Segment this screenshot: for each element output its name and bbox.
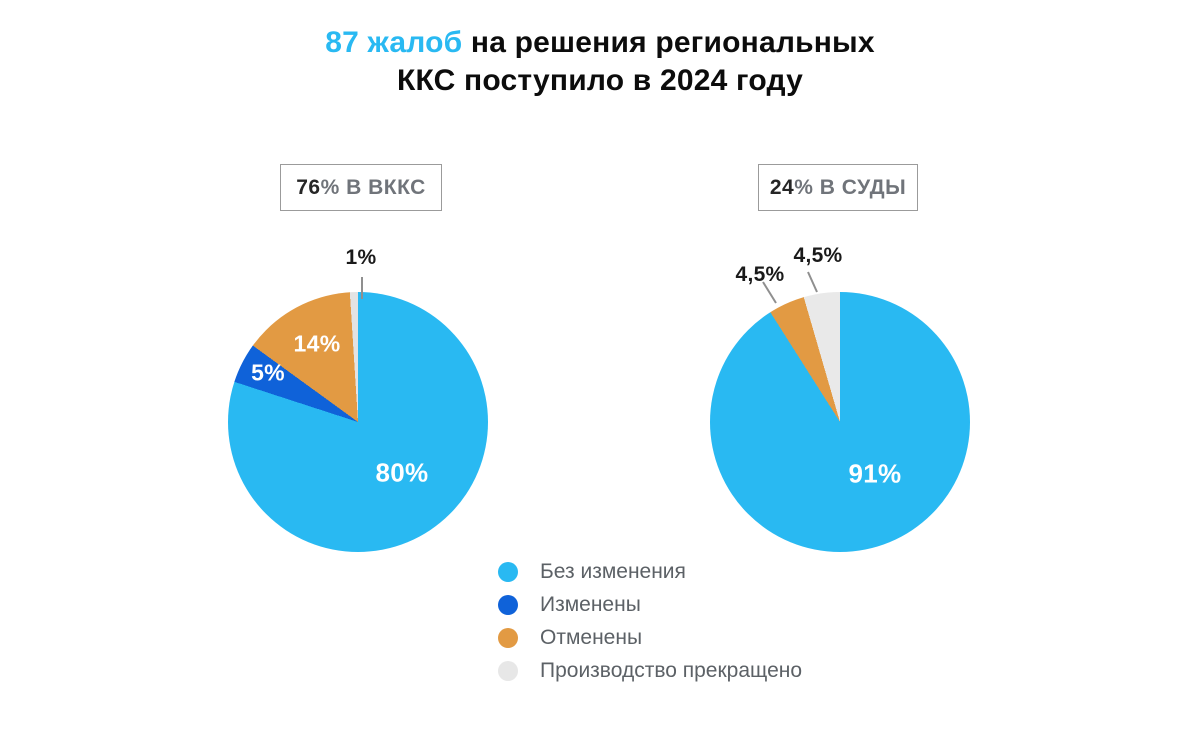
legend-item-cancelled: Отменены bbox=[498, 626, 802, 649]
legend-dot-cancelled-icon bbox=[498, 628, 518, 648]
legend-label-terminated: Производство прекращено bbox=[540, 659, 803, 682]
slice-label-sudy-91: 91% bbox=[848, 458, 902, 489]
legend-item-unchanged: Без изменения bbox=[498, 560, 802, 583]
legend-item-changed: Изменены bbox=[498, 593, 802, 616]
page-title-line2: ККС поступило в 2024 году bbox=[397, 64, 803, 97]
legend-item-terminated: Производство прекращено bbox=[498, 659, 803, 682]
legend-dot-changed-icon bbox=[498, 595, 518, 615]
group-badge-vkks-rest: % В ВККС bbox=[320, 175, 426, 199]
legend-dot-terminated-icon bbox=[498, 661, 518, 681]
slice-label-vkks-1: 1% bbox=[345, 246, 377, 269]
page-title-line1-rest: на решения региональных bbox=[462, 26, 875, 59]
page-title-line1: 87 жалоб на решения региональных bbox=[0, 24, 1200, 62]
pie-chart-vkks: 80% 5% 14% 1% bbox=[228, 246, 488, 552]
slice-label-vkks-14: 14% bbox=[293, 330, 341, 357]
group-badge-sudy-number: 24 bbox=[769, 175, 795, 199]
group-badge-vkks: 76% В ВККС bbox=[280, 164, 442, 211]
pie-chart-sudy: 91% 4,5% 4,5% bbox=[710, 244, 970, 552]
group-badge-sudy-rest: % В СУДЫ bbox=[794, 175, 907, 199]
legend-label-unchanged: Без изменения bbox=[540, 560, 686, 583]
slice-label-sudy-45-cancelled: 4,5% bbox=[735, 263, 785, 286]
legend-dot-unchanged-icon bbox=[498, 562, 518, 582]
legend-label-cancelled: Отменены bbox=[540, 626, 643, 649]
page-title-highlight: 87 жалоб bbox=[325, 26, 463, 59]
pie-sudy-circle bbox=[710, 292, 970, 552]
page-title: 87 жалоб на решения региональных ККС пос… bbox=[0, 24, 1200, 100]
slice-label-vkks-80: 80% bbox=[375, 457, 429, 488]
legend-label-changed: Изменены bbox=[540, 593, 641, 616]
group-badge-sudy: 24% В СУДЫ bbox=[758, 164, 918, 211]
slice-label-sudy-45-terminated: 4,5% bbox=[793, 244, 843, 267]
pie-vkks-circle bbox=[228, 292, 488, 552]
slice-label-vkks-5: 5% bbox=[251, 359, 285, 386]
group-badge-vkks-number: 76 bbox=[296, 175, 321, 199]
legend: Без изменения Изменены Отменены Производ… bbox=[498, 560, 803, 694]
